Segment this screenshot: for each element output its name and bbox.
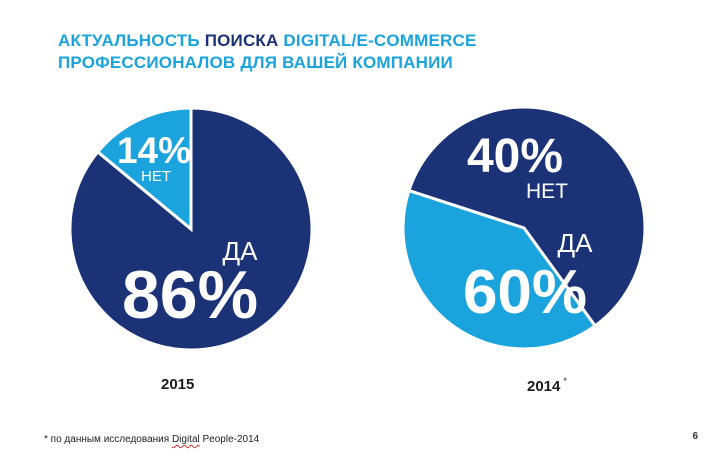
- pie-category-label-2014-no: НЕТ: [526, 180, 568, 203]
- footnote-prefix: * по данным исследования: [44, 434, 172, 445]
- pie-category-label-2015-yes: ДА: [223, 236, 259, 266]
- footnote: * по данным исследования Digital People-…: [44, 434, 259, 445]
- pie-category-label-2014-yes: ДА: [558, 228, 594, 258]
- pie-slice-2014-no: [401, 188, 598, 351]
- year-2014-text: 2014: [527, 378, 561, 395]
- year-label-2014: 2014 *: [527, 376, 567, 395]
- page-number: 6: [692, 431, 698, 442]
- pie-slice-2014-yes: [407, 105, 647, 328]
- title-part-1: АКТУАЛЬНОСТЬ: [58, 31, 200, 50]
- footnote-source-word: Digital: [171, 434, 200, 445]
- pie-value-label-2014-yes: 60%: [463, 258, 587, 327]
- title-part-3: DIGITAL/E-COMMERCE: [283, 31, 477, 50]
- year-label-2015: 2015: [161, 376, 194, 393]
- pie-slice-2015-no: [95, 106, 193, 233]
- pie-category-label-2015-no: НЕТ: [141, 168, 171, 185]
- pie-value-label-2015-yes: 86%: [122, 257, 258, 333]
- title-part-2: ПОИСКА: [204, 31, 279, 50]
- title-line-2: ПРОФЕССИОНАЛОВ ДЛЯ ВАШЕЙ КОМПАНИИ: [58, 53, 453, 72]
- footnote-suffix: People-2014: [199, 434, 260, 445]
- page-title: АКТУАЛЬНОСТЬ ПОИСКА DIGITAL/E-COMMERCE П…: [58, 30, 477, 74]
- pie-value-label-2014-no: 40%: [467, 130, 563, 183]
- pie-value-label-2015-no: 14%: [117, 130, 191, 171]
- year-2015-text: 2015: [161, 376, 195, 393]
- year-2014-marker: *: [563, 376, 567, 386]
